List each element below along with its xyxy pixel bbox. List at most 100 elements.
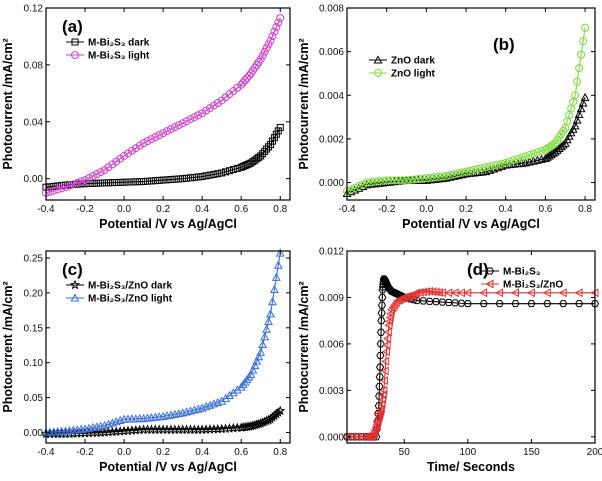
data-point bbox=[377, 395, 387, 405]
data-point bbox=[132, 178, 140, 186]
data-point bbox=[194, 111, 203, 120]
data-point bbox=[61, 183, 70, 192]
x-tick-label: 100 bbox=[459, 447, 476, 458]
data-point bbox=[151, 177, 159, 185]
data-point bbox=[580, 92, 590, 101]
data-point bbox=[511, 300, 520, 308]
data-point bbox=[143, 137, 152, 146]
legend-entry: M-Bi₂S₃/ZnO dark bbox=[88, 281, 173, 292]
data-point bbox=[444, 298, 453, 307]
data-point bbox=[256, 55, 265, 64]
data-point bbox=[92, 170, 101, 179]
data-point bbox=[147, 135, 156, 144]
data-point bbox=[426, 173, 435, 182]
data-point bbox=[422, 174, 431, 183]
data-point bbox=[398, 176, 407, 185]
data-point bbox=[84, 174, 93, 183]
data-point bbox=[369, 427, 378, 437]
x-tick-label: 0.2 bbox=[156, 447, 170, 458]
y-tick-label: 0.15 bbox=[24, 323, 44, 334]
data-point bbox=[77, 177, 86, 186]
data-point bbox=[202, 172, 210, 180]
data-point bbox=[446, 171, 455, 180]
data-point bbox=[245, 71, 254, 80]
x-tick-label: 0.2 bbox=[156, 204, 170, 215]
data-point bbox=[267, 297, 277, 306]
data-point bbox=[274, 18, 283, 27]
data-point bbox=[541, 145, 550, 154]
x-axis-label: Potential /V vs Ag/AgCl bbox=[402, 217, 540, 231]
x-tick-label: -0.4 bbox=[37, 447, 55, 458]
data-point bbox=[559, 300, 568, 308]
data-point bbox=[147, 177, 155, 185]
data-point bbox=[415, 287, 424, 297]
data-point bbox=[545, 143, 554, 152]
data-point bbox=[258, 339, 268, 349]
legend-entry: M-Bi₂S₃ bbox=[503, 267, 541, 278]
data-point bbox=[261, 147, 269, 155]
data-point bbox=[276, 123, 284, 131]
legend-marker bbox=[373, 55, 383, 64]
data-point bbox=[477, 164, 486, 173]
data-point bbox=[376, 406, 385, 416]
x-tick-label: 0.8 bbox=[273, 204, 287, 215]
data-point bbox=[376, 351, 385, 360]
data-point bbox=[120, 151, 129, 160]
data-point bbox=[497, 159, 506, 168]
data-point bbox=[252, 356, 262, 365]
data-point bbox=[540, 153, 550, 163]
data-point bbox=[347, 432, 356, 442]
data-point bbox=[354, 182, 363, 191]
data-point bbox=[372, 418, 382, 428]
data-point bbox=[542, 152, 552, 161]
data-point bbox=[380, 366, 389, 376]
data-point bbox=[390, 176, 399, 185]
data-point bbox=[485, 162, 494, 171]
legend-marker bbox=[485, 267, 495, 275]
data-point bbox=[527, 300, 536, 308]
panel-label: (c) bbox=[62, 260, 83, 279]
data-point bbox=[382, 176, 391, 185]
data-point bbox=[260, 332, 270, 341]
data-point bbox=[271, 272, 281, 281]
y-axis-label: Photocurrent /mA/cm² bbox=[297, 281, 311, 412]
data-point bbox=[377, 317, 386, 325]
data-point bbox=[529, 149, 538, 158]
data-point bbox=[463, 288, 472, 298]
legend-entry: M-Bi₂S₃/ZnO bbox=[503, 280, 563, 291]
data-point bbox=[266, 309, 275, 318]
data-point bbox=[386, 176, 395, 185]
data-point bbox=[254, 352, 264, 361]
data-point bbox=[155, 131, 164, 140]
data-point bbox=[151, 133, 160, 142]
data-point bbox=[127, 146, 136, 155]
data-point bbox=[386, 309, 395, 319]
data-point bbox=[73, 178, 82, 187]
x-tick-label: 0.8 bbox=[578, 204, 592, 215]
data-point bbox=[579, 37, 588, 46]
data-point bbox=[525, 151, 534, 160]
y-axis-label: Photocurrent /mA/cm² bbox=[297, 38, 311, 169]
x-tick-label: 0.8 bbox=[273, 447, 287, 458]
data-point bbox=[222, 168, 230, 176]
x-tick-label: 0.6 bbox=[234, 204, 248, 215]
data-point bbox=[257, 152, 265, 160]
data-point bbox=[438, 172, 447, 181]
y-tick-label: 0.008 bbox=[319, 4, 344, 15]
data-point bbox=[163, 127, 172, 136]
data-point bbox=[351, 432, 361, 442]
data-point bbox=[101, 179, 109, 187]
data-point bbox=[198, 109, 207, 118]
x-tick-label: -0.2 bbox=[76, 447, 94, 458]
data-point bbox=[384, 317, 394, 326]
x-tick-label: 150 bbox=[523, 447, 540, 458]
data-point bbox=[96, 168, 105, 177]
data-point bbox=[494, 288, 504, 298]
data-point bbox=[190, 113, 199, 122]
data-point bbox=[375, 409, 384, 419]
data-point bbox=[384, 283, 393, 291]
data-point bbox=[171, 175, 179, 183]
x-tick-label: -0.4 bbox=[338, 204, 356, 215]
data-point bbox=[65, 181, 74, 190]
data-point bbox=[418, 174, 427, 183]
